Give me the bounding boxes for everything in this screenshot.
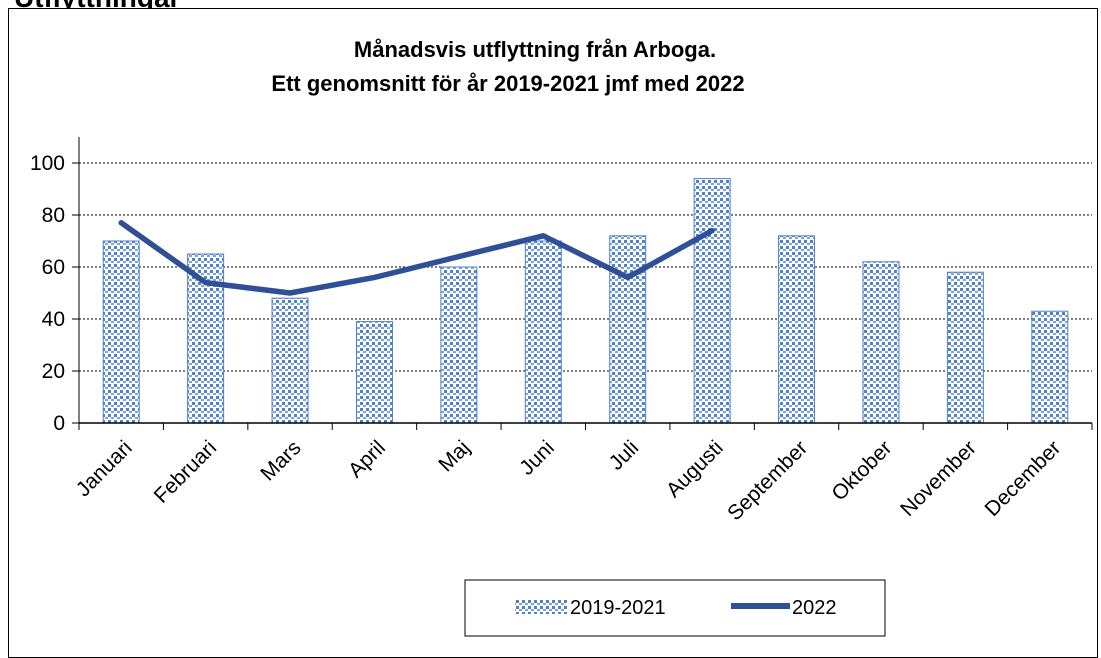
- bar: [272, 298, 308, 423]
- legend-swatch-bars: [515, 600, 567, 614]
- y-tick-label: 20: [42, 360, 65, 383]
- chart-subtitle: Ett genomsnitt för år 2019-2021 jmf med …: [271, 71, 744, 96]
- bar: [947, 272, 983, 423]
- x-tick-label: September: [723, 436, 812, 525]
- x-tick-label: April: [344, 436, 390, 482]
- bar: [525, 241, 561, 423]
- bar: [103, 241, 139, 423]
- y-tick-label: 0: [53, 412, 65, 435]
- x-tick-label: Januari: [72, 436, 137, 501]
- bar: [779, 236, 815, 423]
- bar: [441, 267, 477, 423]
- bar: [610, 236, 646, 423]
- chart-title: Månadsvis utflyttning från Arboga.: [354, 37, 716, 62]
- x-tick-label: Oktober: [827, 436, 896, 505]
- legend-label-bars: 2019-2021: [570, 597, 666, 619]
- x-tick-label: November: [896, 436, 981, 521]
- y-tick-label: 60: [42, 256, 65, 279]
- x-tick-label: Mars: [256, 436, 305, 485]
- y-tick-label: 40: [42, 308, 65, 331]
- bar: [863, 262, 899, 423]
- x-tick-label: Juni: [515, 436, 559, 480]
- x-tick-label: Augusti: [662, 436, 728, 502]
- y-tick-label: 100: [30, 152, 65, 175]
- y-tick-label: 80: [42, 204, 65, 227]
- bar: [356, 322, 392, 423]
- x-tick-label: December: [981, 436, 1066, 521]
- bar: [1032, 311, 1068, 423]
- bar: [694, 179, 730, 423]
- x-tick-label: Juli: [605, 436, 644, 475]
- legend-label-line: 2022: [792, 597, 837, 619]
- x-tick-label: Februari: [150, 436, 222, 508]
- x-tick-label: Maj: [434, 436, 474, 476]
- gridlines: [79, 163, 1092, 371]
- y-axis: 0 20 40 60 80 100: [30, 137, 79, 435]
